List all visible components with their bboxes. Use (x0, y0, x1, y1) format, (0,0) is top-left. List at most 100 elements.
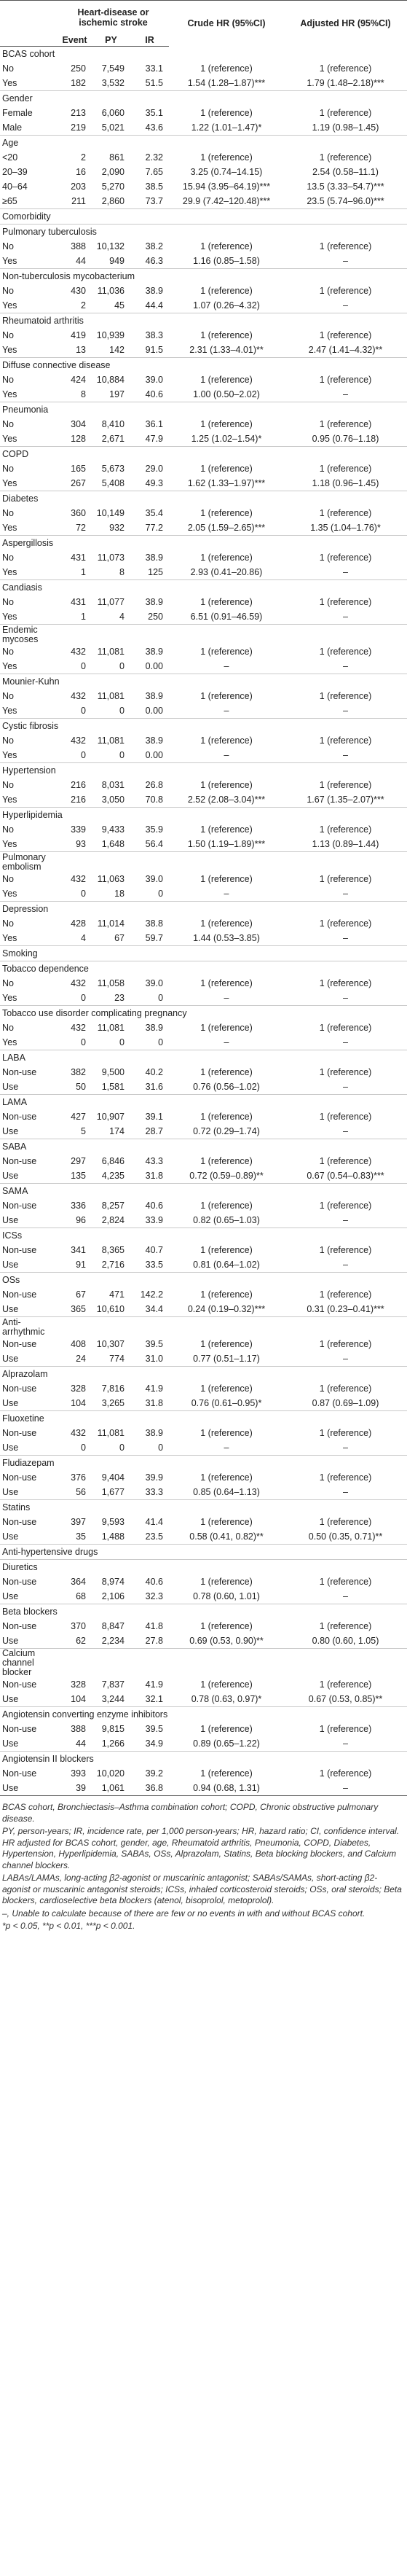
row-label: <20 (2, 152, 18, 163)
cell-event: 93 (76, 839, 86, 849)
row-label: No (2, 508, 14, 518)
cell-py: 10,020 (96, 1768, 125, 1779)
row-label: Use (2, 1636, 19, 1646)
row-label: Non-use (2, 1428, 37, 1438)
cell-ir: 0 (158, 1443, 164, 1453)
row-label: Yes (2, 523, 17, 533)
section-row: Fluoxetine (0, 1410, 407, 1426)
table-row: Use 365 10,610 34.4 0.24 (0.19–0.32)*** 0.31 … (0, 1302, 407, 1317)
table-row: Non-use 370 8,847 41.8 1 (reference) 1 (refer… (0, 1619, 407, 1634)
table-row: Yes 44 949 46.3 1.16 (0.85–1.58) – (0, 254, 407, 269)
section-label: LABA (0, 1050, 407, 1065)
table-row: Use 56 1,677 33.3 0.85 (0.64–1.13) – (0, 1485, 407, 1500)
section-label: Cystic fibrosis (0, 718, 407, 733)
cell-py: 0 (119, 1443, 125, 1453)
row-label: No (2, 464, 14, 474)
cell-event: 0 (81, 661, 86, 671)
cell-event: 408 (71, 1339, 86, 1349)
cell-crude-hr: 0.78 (0.60, 1.01) (193, 1591, 260, 1601)
cell-crude-hr: 0.69 (0.53, 0.90)** (189, 1636, 264, 1646)
cell-event: 1 (81, 612, 86, 622)
cell-event: 13 (76, 345, 86, 355)
cell-py: 11,036 (97, 286, 125, 296)
cell-crude-hr: 1.00 (0.50–2.02) (193, 389, 260, 399)
cell-ir: 41.4 (145, 1517, 164, 1527)
cell-crude-hr: 1 (reference) (200, 1339, 253, 1349)
section-row: Depression (0, 901, 407, 916)
section-label: BCAS cohort (2, 48, 55, 59)
cell-adjusted-hr: 1.19 (0.98–1.45) (312, 122, 379, 133)
cell-adjusted-hr: – (343, 933, 348, 943)
cell-py: 45 (114, 300, 125, 311)
row-label: Use (2, 1531, 19, 1542)
cell-event: 431 (71, 597, 86, 607)
cell-ir: 23.5 (145, 1531, 164, 1542)
row-label: Non-use (2, 1245, 37, 1255)
cell-event: 431 (71, 553, 86, 563)
cell-adjusted-hr: 1 (reference) (319, 647, 372, 657)
cell-crude-hr: 0.72 (0.29–1.74) (193, 1126, 260, 1136)
row-label: Use (2, 1304, 19, 1314)
cell-ir: 125 (148, 567, 164, 577)
cell-ir: 56.4 (145, 839, 164, 849)
cell-ir: 0 (158, 1037, 164, 1047)
header-blank (0, 0, 58, 34)
cell-crude-hr: 1 (reference) (200, 1201, 253, 1211)
cell-event: 0 (81, 1443, 86, 1453)
cell-crude-hr: – (224, 706, 229, 716)
table-row: Non-use 297 6,846 43.3 1 (reference) 1 (refer… (0, 1154, 407, 1168)
header-adjusted-hr: Adjusted HR (95%CI) (284, 0, 407, 47)
row-label: No (2, 63, 14, 74)
cell-ir: 40.6 (145, 389, 164, 399)
cell-event: 0 (81, 706, 86, 716)
table-row: Yes 93 1,648 56.4 1.50 (1.19–1.89)*** 1.13 (0… (0, 837, 407, 852)
cell-crude-hr: 1 (reference) (200, 63, 253, 74)
cell-py: 11,058 (97, 978, 125, 988)
row-label: Use (2, 1171, 19, 1181)
row-label: Use (0, 1781, 58, 1796)
cell-adjusted-hr: 1 (reference) (319, 1156, 372, 1166)
cell-adjusted-hr: 1 (reference) (319, 1577, 372, 1587)
table-row: Use 39 1,061 36.8 0.94 (0.68, 1.31) – (0, 1781, 407, 1796)
cell-ir: 0.00 (145, 706, 164, 716)
row-label: Non-use (2, 1472, 37, 1483)
cell-crude-hr: 1 (reference) (200, 780, 253, 790)
row-label: Yes (2, 256, 17, 266)
cell-event: 203 (71, 182, 86, 192)
cell-crude-hr: 1 (reference) (200, 1577, 253, 1587)
section-row: Hypertension (0, 762, 407, 778)
section-filler (58, 1648, 407, 1677)
cell-ir: 39.9 (145, 1472, 164, 1483)
cell-event: 216 (71, 795, 86, 805)
cell-crude-hr: 1 (reference) (200, 874, 253, 884)
cell-ir: 91.5 (145, 345, 164, 355)
cell-event: 0 (81, 1037, 86, 1047)
cell-event: 67 (76, 1289, 86, 1300)
cell-ir: 0 (158, 993, 164, 1003)
cell-py: 8,847 (101, 1621, 125, 1631)
cell-ir: 28.7 (145, 1126, 164, 1136)
cell-event: 339 (71, 824, 86, 835)
cell-adjusted-hr: 1 (reference) (319, 1621, 372, 1631)
section-label: SABA (0, 1139, 407, 1154)
cell-py: 10,907 (96, 1112, 125, 1122)
cell-py: 2,671 (101, 434, 125, 444)
cell-crude-hr: 1 (reference) (200, 1289, 253, 1300)
cell-ir: 38.9 (145, 691, 164, 701)
row-label: No (2, 553, 14, 563)
section-label: Angiotensin II blockers (0, 1751, 407, 1766)
section-label: Anti-arrhythmic (0, 1316, 58, 1337)
cell-adjusted-hr: 0.95 (0.76–1.18) (312, 434, 379, 444)
section-label: Pulmonary embolism (0, 851, 58, 872)
cell-event: 382 (71, 1067, 86, 1077)
cell-ir: 38.9 (145, 597, 164, 607)
table-row: No 431 11,073 38.9 1 (reference) 1 (reference… (0, 550, 407, 565)
cell-py: 1,488 (101, 1531, 125, 1542)
cell-adjusted-hr: – (343, 1738, 348, 1749)
cell-ir: 40.6 (145, 1577, 164, 1587)
cell-ir: 39.0 (145, 978, 164, 988)
cell-ir: 70.8 (145, 795, 164, 805)
section-label: Depression (0, 901, 407, 916)
cell-adjusted-hr: 1 (reference) (319, 874, 372, 884)
cell-adjusted-hr: 1 (reference) (319, 824, 372, 835)
